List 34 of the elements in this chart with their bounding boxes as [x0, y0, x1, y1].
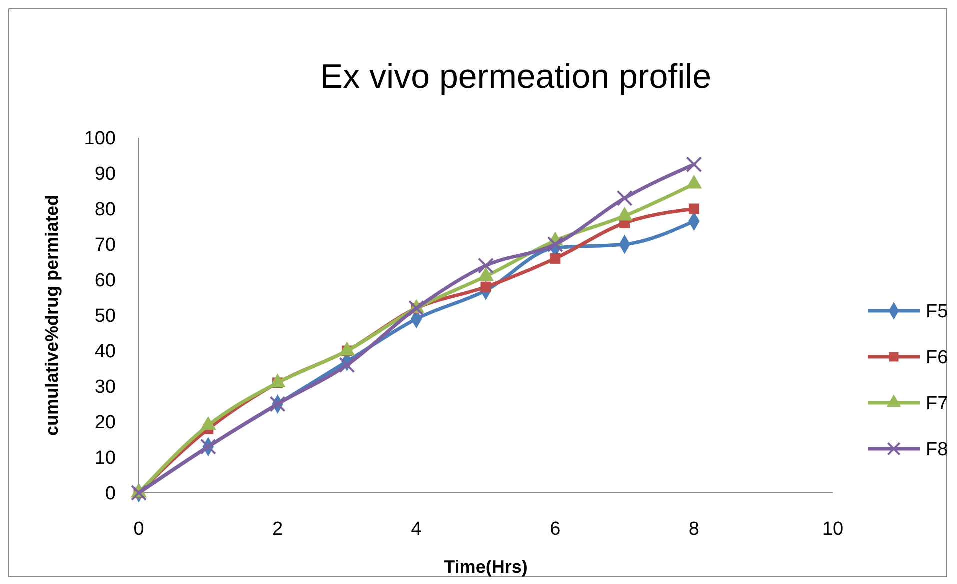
x-tick-label: 0: [134, 519, 144, 540]
point: [339, 357, 356, 374]
point: [547, 236, 564, 253]
y-tick-label: 30: [94, 377, 116, 398]
point: [616, 190, 633, 206]
point: [550, 253, 561, 264]
y-tick-label: 60: [94, 270, 116, 292]
y-tick-label: 20: [94, 412, 116, 434]
legend-label: F5: [926, 302, 948, 323]
y-tick-label: 50: [94, 306, 116, 328]
point: [686, 156, 702, 173]
y-tick-label: 100: [84, 128, 116, 150]
x-tick-label: 4: [411, 519, 422, 540]
point: [408, 300, 425, 316]
y-tick-label: 0: [105, 484, 116, 505]
y-tick-label: 10: [94, 448, 116, 470]
x-tick-label: 2: [272, 519, 284, 540]
y-tick-label: 80: [94, 200, 116, 221]
point: [478, 258, 494, 274]
x-tick-label: 6: [550, 519, 561, 540]
legend-label: F7: [926, 394, 948, 415]
point: [270, 396, 286, 412]
y-tick-label: 70: [94, 235, 116, 256]
x-tick-label: 10: [822, 519, 844, 540]
point: [200, 438, 216, 455]
chart-title: Ex vivo permeation profile: [320, 58, 712, 96]
x-tick-label: 8: [688, 519, 700, 540]
y-tick-label: 90: [94, 164, 116, 186]
legend-label: F6: [926, 348, 948, 369]
y-axis-title: cumulative%drug permiated: [42, 194, 62, 436]
point: [688, 204, 700, 214]
legend-label: F8: [926, 440, 948, 461]
y-tick-label: 40: [94, 342, 116, 363]
x-axis-title: Time(Hrs): [444, 557, 528, 577]
